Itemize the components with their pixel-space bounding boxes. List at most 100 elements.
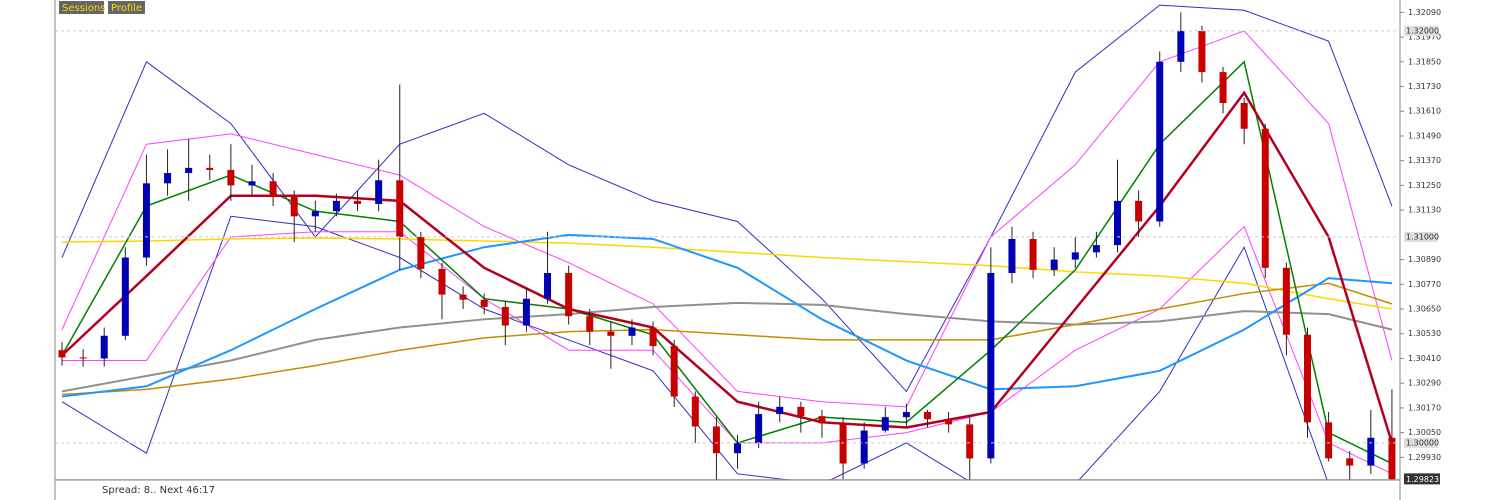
level-label: 1.31000 [1406, 232, 1439, 241]
level-label-box [1404, 231, 1438, 242]
y-tick-label: 1.31610 [1408, 107, 1441, 116]
candle-body [375, 180, 383, 204]
indicator-line [61, 233, 1393, 398]
candle-body [902, 412, 910, 418]
candle-body [522, 298, 530, 326]
level-label: 1.32000 [1406, 26, 1439, 35]
candle-body [1177, 30, 1185, 62]
indicator-line [61, 215, 1328, 480]
candle-body [607, 331, 615, 336]
last-price-label: 1.29823 [1406, 475, 1439, 484]
candle-body [185, 167, 193, 174]
candle-body [58, 350, 66, 358]
candle-body [1282, 267, 1290, 335]
sessions-label: Sessions [62, 3, 105, 14]
candle-body [1261, 128, 1269, 268]
y-tick-label: 1.30290 [1408, 379, 1441, 388]
candle-body [544, 272, 552, 299]
candle-body [670, 346, 678, 397]
y-tick-label: 1.31730 [1408, 82, 1441, 91]
candle-body [269, 181, 277, 196]
candle-body [1303, 334, 1311, 423]
level-label-box [1404, 437, 1438, 448]
y-tick-label: 1.31130 [1408, 206, 1441, 215]
candle-body [311, 211, 319, 217]
candle-body [924, 412, 932, 420]
y-tick-label: 1.31970 [1408, 33, 1441, 42]
candle-body [987, 272, 995, 459]
candle-body [1198, 30, 1206, 73]
candle-body [1388, 437, 1396, 480]
y-tick-label: 1.31370 [1408, 156, 1441, 165]
candle-body [1346, 458, 1354, 466]
candle-body [121, 257, 129, 336]
indicator-line [61, 30, 1393, 408]
candle-body [142, 183, 150, 258]
candle-body [755, 414, 763, 443]
y-tick-label: 1.30170 [1408, 403, 1441, 412]
candle-body [1240, 103, 1248, 129]
candle-body [1071, 252, 1079, 260]
candle-body [1008, 238, 1016, 273]
candle-body [712, 426, 720, 454]
candle-body [290, 195, 298, 217]
candle-body [248, 181, 256, 186]
candle-body [438, 268, 446, 295]
candle-body [417, 236, 425, 269]
candle-body [79, 357, 87, 359]
y-tick-label: 1.30770 [1408, 280, 1441, 289]
level-label: 1.30000 [1406, 438, 1439, 447]
y-tick-label: 1.31490 [1408, 131, 1441, 140]
candle-body [1367, 437, 1375, 466]
candle-body [1114, 200, 1121, 246]
status-text: Spread: 8.. Next 46:17 [102, 485, 215, 496]
candle-body [734, 442, 742, 454]
profile-button[interactable] [108, 1, 145, 14]
candle-body [396, 180, 404, 237]
candle-body [480, 299, 488, 307]
y-tick-label: 1.30650 [1408, 305, 1441, 314]
indicator-line [61, 90, 1394, 444]
candle-body [966, 424, 974, 459]
indicator-line [61, 237, 1393, 310]
y-tick-label: 1.29930 [1408, 453, 1441, 462]
y-tick-label: 1.31850 [1408, 57, 1441, 66]
candle-body [797, 406, 805, 417]
candle-body [1156, 61, 1164, 222]
y-tick-label: 1.30890 [1408, 255, 1441, 264]
candle-body [1092, 245, 1100, 253]
indicator-line [61, 301, 1393, 393]
y-tick-label: 1.30050 [1408, 428, 1441, 437]
last-price-box [1404, 473, 1440, 485]
candle-body [1219, 72, 1227, 104]
profile-label: Profile [111, 3, 142, 14]
candle-body [354, 200, 362, 204]
candle-body [1135, 200, 1143, 222]
plot-area [58, 4, 1396, 480]
y-tick-label: 1.30410 [1408, 354, 1441, 363]
y-tick-label: 1.31250 [1408, 181, 1441, 190]
y-tick-label: 1.30530 [1408, 329, 1441, 338]
candle-body [691, 396, 699, 427]
candle-body [206, 167, 214, 170]
candle-body [227, 169, 235, 186]
candle-body [860, 430, 868, 464]
candle-body [628, 327, 636, 336]
candle-body [501, 306, 509, 326]
candle-body [1029, 238, 1037, 270]
level-label-box [1404, 25, 1438, 36]
candle-body [839, 423, 847, 464]
candle-body [881, 417, 889, 431]
candle-body [649, 327, 657, 347]
candle-body [332, 200, 340, 212]
candle-body [945, 419, 953, 425]
candle-body [100, 335, 108, 359]
sessions-button[interactable] [59, 1, 104, 14]
candle-body [1050, 259, 1058, 270]
candle-body [565, 272, 573, 317]
candle-body [776, 406, 784, 415]
candle-body [1325, 422, 1333, 459]
candle-body [818, 416, 826, 424]
candle-body [164, 173, 172, 184]
